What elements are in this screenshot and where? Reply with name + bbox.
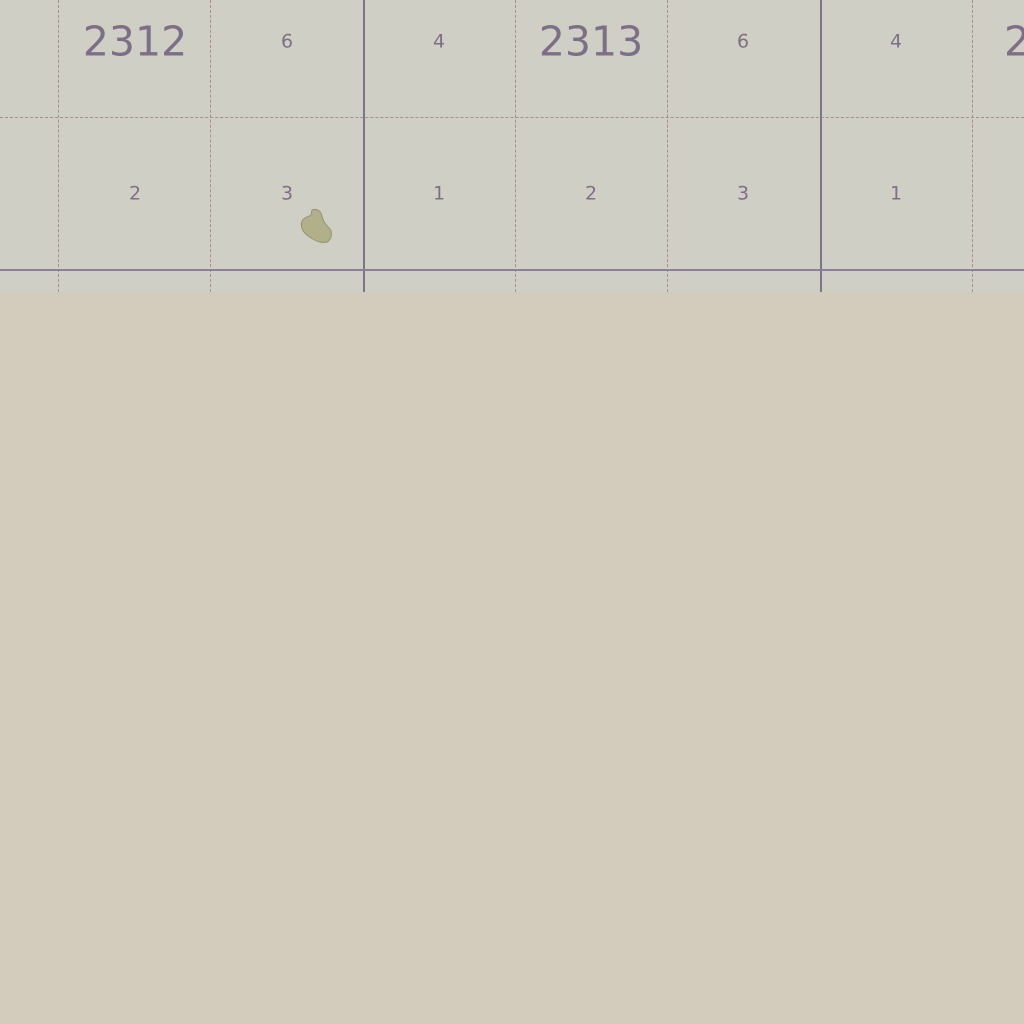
cell-label: 1 <box>432 182 446 205</box>
minor-grid-line <box>0 117 1024 118</box>
vegetation-patch-icon <box>300 208 332 243</box>
minor-grid-line <box>515 0 516 292</box>
minor-grid-line <box>58 0 59 292</box>
cell-label: 6 <box>280 30 294 53</box>
block-label: 2313 <box>538 17 644 66</box>
minor-grid-line <box>972 0 973 292</box>
major-grid-line <box>0 269 1024 271</box>
cell-label: 2 <box>128 182 142 205</box>
cell-label: 6 <box>736 30 750 53</box>
cell-label: 4 <box>432 30 446 53</box>
block-label: 2 <box>1004 17 1024 66</box>
minor-grid-line <box>210 0 211 292</box>
cell-label: 1 <box>889 182 903 205</box>
cell-label: 3 <box>736 182 750 205</box>
cell-label: 3 <box>280 182 294 205</box>
cell-label: 4 <box>889 30 903 53</box>
major-grid-line <box>820 0 822 292</box>
cell-label: 2 <box>584 182 598 205</box>
minor-grid-line <box>667 0 668 292</box>
block-label: 2312 <box>82 17 188 66</box>
grid-area <box>0 0 1024 292</box>
major-grid-line <box>363 0 365 292</box>
